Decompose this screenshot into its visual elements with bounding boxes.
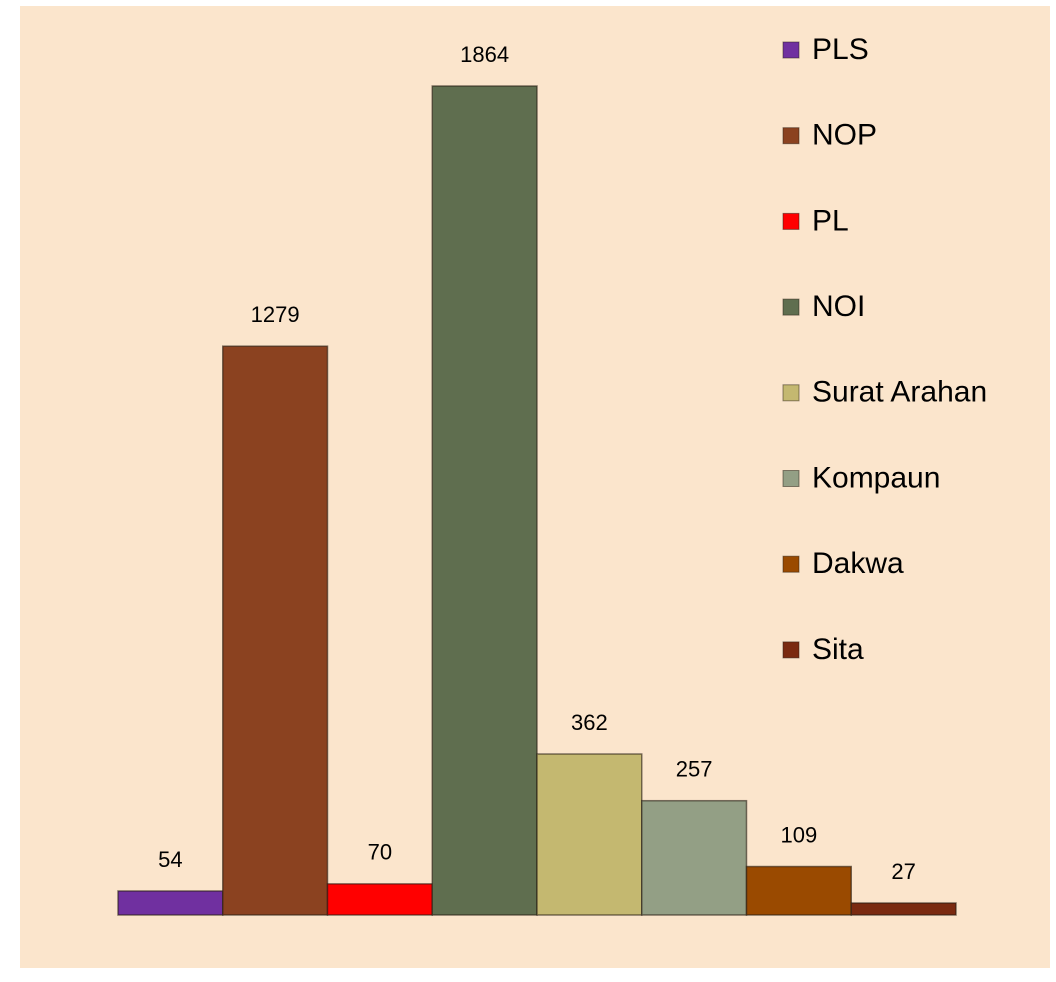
legend-label: Dakwa [812, 547, 904, 580]
data-label: 109 [781, 822, 818, 847]
legend-swatch [782, 41, 800, 59]
data-label: 1864 [460, 42, 509, 67]
legend-label: PL [812, 204, 849, 237]
bar [745, 865, 852, 916]
bar [431, 85, 538, 916]
bar [117, 890, 224, 916]
bar [850, 902, 957, 916]
legend-swatch [782, 298, 800, 316]
legend-swatch [782, 127, 800, 145]
legend-swatch [782, 384, 800, 402]
legend-swatch [782, 212, 800, 230]
legend-swatch [782, 555, 800, 573]
legend-label: Kompaun [812, 461, 940, 494]
data-label: 27 [891, 859, 915, 884]
legend-swatch [782, 641, 800, 659]
legend-label: PLS [812, 33, 869, 66]
bar [326, 883, 433, 916]
bar [641, 799, 748, 916]
data-label: 54 [158, 847, 182, 872]
data-label: 1279 [251, 302, 300, 327]
data-label: 362 [571, 710, 608, 735]
legend-label: Surat Arahan [812, 376, 987, 409]
bar [536, 753, 643, 916]
data-label: 257 [676, 757, 713, 782]
legend-label: NOI [812, 290, 865, 323]
legend-swatch [782, 470, 800, 487]
legend-label: Sita [812, 633, 864, 666]
data-label: 70 [368, 840, 392, 865]
legend-label: NOP [812, 119, 877, 152]
bar [222, 345, 329, 916]
